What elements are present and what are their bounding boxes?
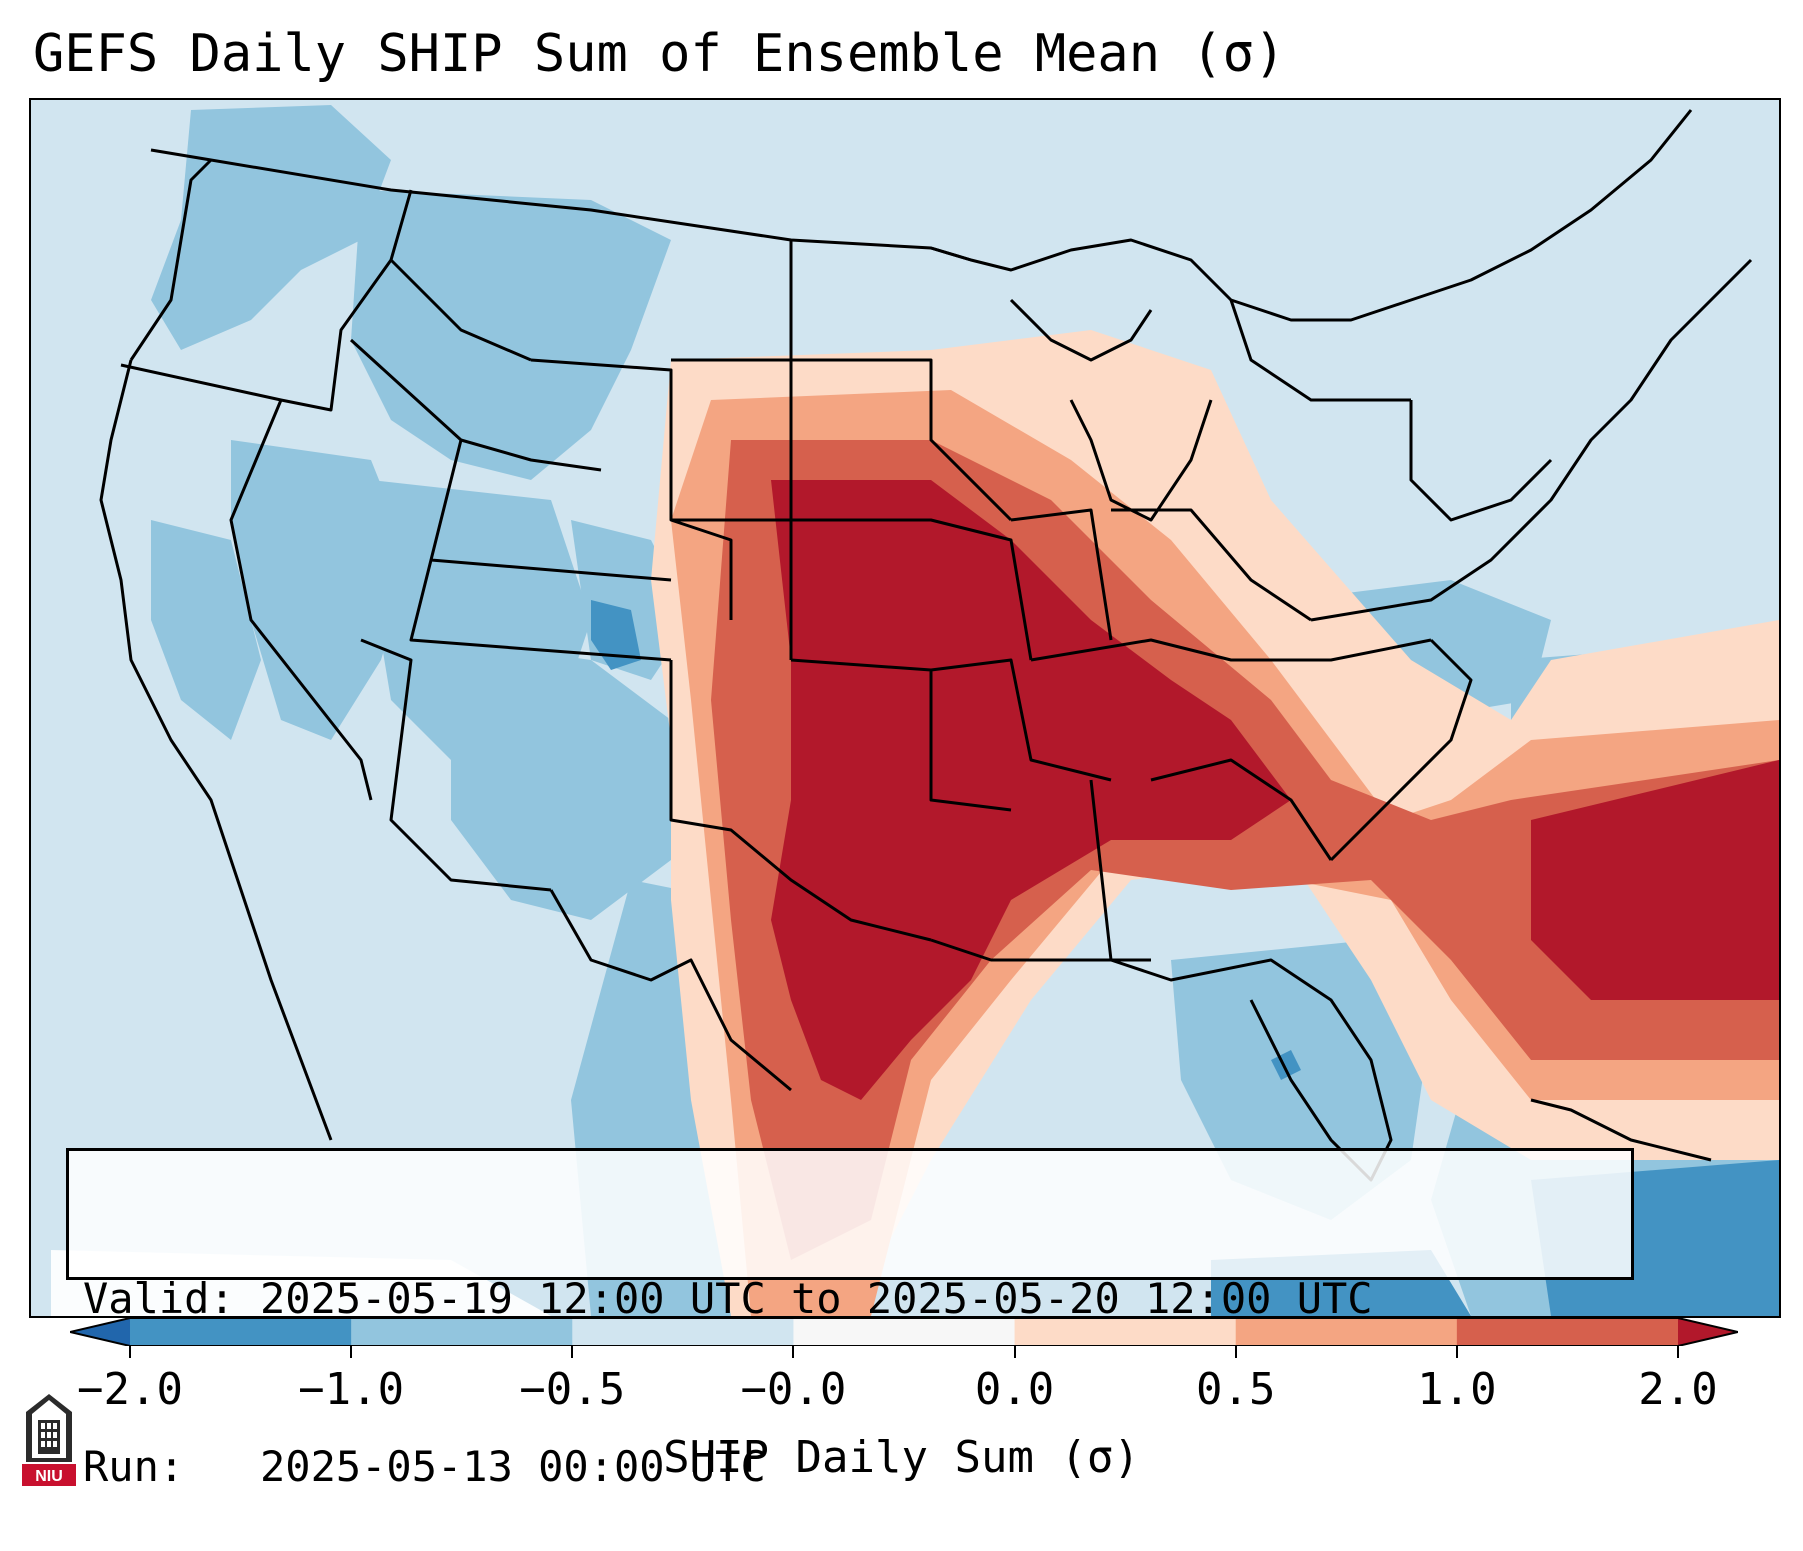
texas-oklahoma bbox=[669, 660, 932, 942]
texas-mexico bbox=[549, 889, 792, 1092]
pacific-coast-north bbox=[129, 158, 213, 361]
colorbar-bin bbox=[1014, 1318, 1237, 1346]
lake-superior bbox=[1009, 298, 1153, 362]
colorbar-over-arrow bbox=[1678, 1318, 1738, 1346]
iowa-missouri bbox=[791, 518, 1033, 661]
colorbar-bin bbox=[793, 1318, 1016, 1346]
colorbar-tick-mark bbox=[1677, 1346, 1679, 1358]
colorbar-tick-mark bbox=[1455, 1346, 1458, 1358]
colorbar-bin bbox=[351, 1318, 573, 1346]
missouri-arkansas bbox=[930, 658, 1112, 782]
colorbar-tick-label: 0.5 bbox=[1195, 1364, 1276, 1415]
colorbar-bin bbox=[1235, 1318, 1458, 1346]
gulf-coast-louisiana bbox=[930, 938, 1111, 962]
ship-map bbox=[31, 100, 1779, 1316]
canada-east-boundary bbox=[930, 109, 1693, 322]
oklahoma-arkansas bbox=[790, 658, 1012, 812]
logo-text: NIU bbox=[35, 1468, 63, 1485]
colorbar-tick-label: 1.0 bbox=[1417, 1364, 1497, 1415]
colorbar-bin bbox=[130, 1318, 352, 1346]
colorbar-tick-label: −0.0 bbox=[740, 1364, 847, 1415]
colorbar-tick-mark bbox=[350, 1346, 353, 1358]
colorado-new-mexico bbox=[409, 559, 672, 662]
florida-coast bbox=[1110, 958, 1393, 1182]
lake-michigan bbox=[1069, 399, 1213, 522]
colorbar-label: SHIP Daily Sum (σ) bbox=[663, 1432, 1140, 1483]
atlantic-coast-south bbox=[1329, 638, 1473, 862]
colorbar-tick-label: −0.5 bbox=[519, 1364, 626, 1415]
colorbar-tick-label: 2.0 bbox=[1638, 1364, 1718, 1415]
colorbar-tick-label: −1.0 bbox=[298, 1364, 405, 1415]
arizona bbox=[360, 638, 552, 892]
ohio bbox=[1111, 508, 1312, 622]
colorbar-tick-label: 0.0 bbox=[974, 1364, 1055, 1415]
pacific-coast-south bbox=[99, 359, 333, 1141]
atlantic-coast-north bbox=[1310, 258, 1753, 622]
colorbar-tick-mark bbox=[129, 1346, 131, 1358]
map-title: GEFS Daily SHIP Sum of Ensemble Mean (σ) bbox=[33, 24, 1286, 84]
colorbar-under-arrow bbox=[70, 1318, 130, 1346]
valid-time-line: Valid: 2025-05-19 12:00 UTC to 2025-05-2… bbox=[83, 1274, 1373, 1323]
georgia-carolinas bbox=[1150, 758, 1333, 861]
great-lakes-ontario bbox=[1229, 299, 1411, 402]
map-panel bbox=[29, 98, 1781, 1318]
boundaries bbox=[99, 109, 1753, 1182]
new-york-pennsylvania bbox=[1409, 400, 1553, 522]
run-time-line: Run: 2025-05-13 00:00 UTC bbox=[83, 1442, 766, 1491]
illinois-indiana bbox=[1010, 508, 1113, 641]
colorbar bbox=[70, 1318, 1738, 1346]
oregon-washington-idaho bbox=[120, 189, 413, 412]
minnesota-iowa bbox=[791, 358, 1013, 522]
colorbar-tick-label: −2.0 bbox=[77, 1364, 183, 1415]
idaho-montana-wyoming bbox=[349, 338, 602, 472]
nevada-california bbox=[229, 399, 373, 801]
tennessee-kentucky bbox=[1030, 638, 1432, 662]
colorbar-tick-mark bbox=[1234, 1346, 1237, 1358]
colorbar-bin bbox=[1456, 1318, 1679, 1346]
cuba-outline bbox=[1530, 1098, 1712, 1162]
positive-anomaly-regions bbox=[651, 330, 1779, 1316]
valid-run-info-box: Valid: 2025-05-19 12:00 UTC to 2025-05-2… bbox=[66, 1148, 1634, 1491]
colorbar-tick-mark bbox=[1013, 1346, 1016, 1358]
colorbar-bin bbox=[572, 1318, 794, 1346]
colorbar-bins bbox=[130, 1318, 1679, 1346]
niu-tower-logo-icon: NIU bbox=[22, 1394, 76, 1486]
colorbar-tick-mark bbox=[571, 1346, 574, 1358]
montana-border bbox=[389, 258, 532, 362]
colorbar-tick-mark bbox=[792, 1346, 795, 1358]
